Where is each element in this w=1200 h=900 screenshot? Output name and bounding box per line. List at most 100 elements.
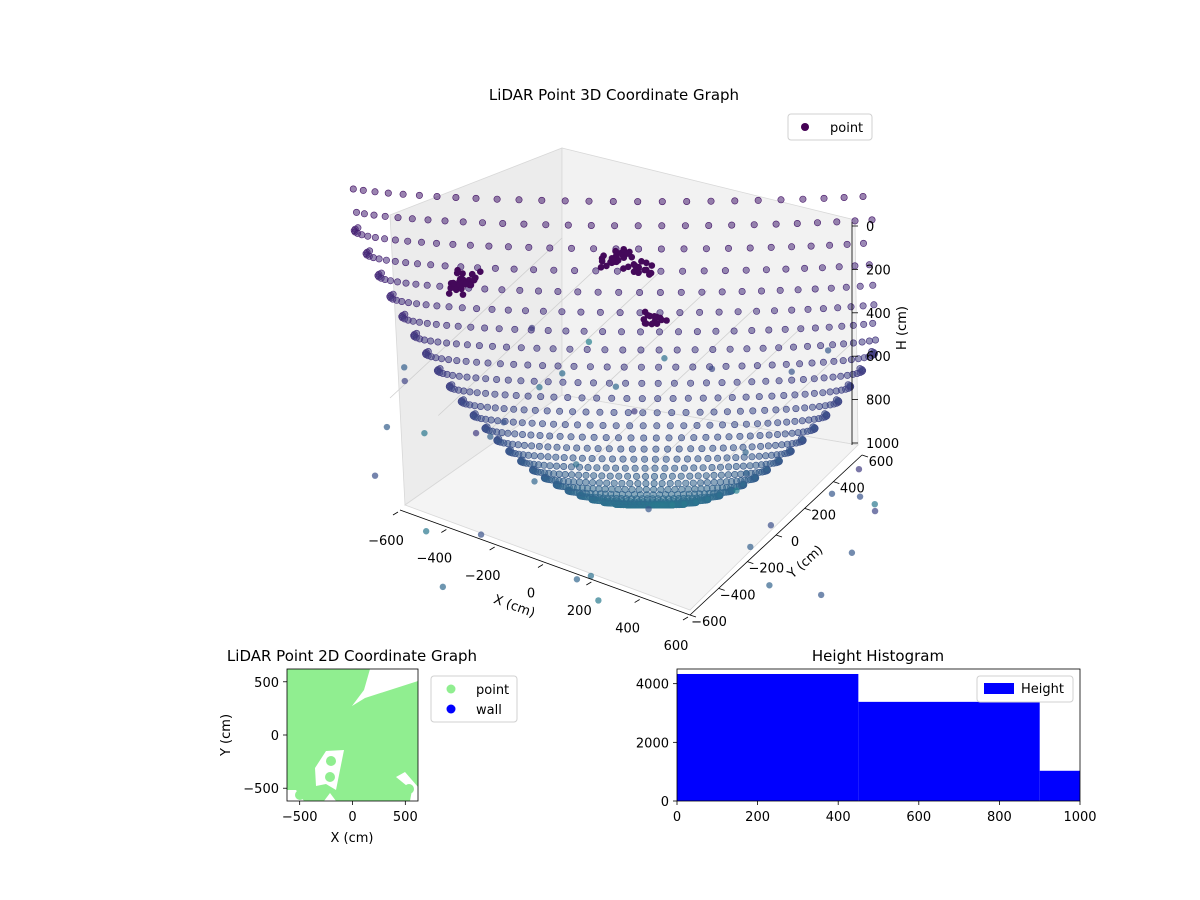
point-3d [601, 485, 609, 493]
point-3d [742, 420, 750, 428]
chart-2d: LiDAR Point 2D Coordinate Graph −500 0 500… [219, 647, 518, 846]
point-3d [810, 389, 818, 397]
point-3d [694, 472, 702, 480]
point-3d [738, 287, 746, 295]
point-3d [809, 423, 817, 431]
point-3d [569, 454, 577, 462]
point-3d [631, 464, 639, 472]
point-3d [755, 452, 763, 460]
point-3d [512, 391, 520, 399]
y-tick-hist: 0 [661, 795, 669, 810]
point-3d [491, 264, 499, 272]
point-3d [510, 265, 518, 273]
point-3d [842, 283, 850, 291]
point-3d [371, 188, 379, 196]
point-3d [349, 185, 357, 193]
point-3d [576, 478, 584, 486]
point-3d [652, 445, 660, 453]
point-3d [651, 464, 659, 472]
point-3d [684, 394, 692, 402]
point-3d [432, 354, 440, 362]
point-3d [671, 464, 679, 472]
point-3d [520, 441, 528, 449]
point-3d [757, 442, 765, 450]
point-3d [677, 472, 685, 480]
point-3d-stray [559, 370, 566, 377]
point-3d [562, 327, 570, 335]
y-tick-3d: 400 [840, 482, 865, 497]
point-3d [594, 288, 602, 296]
point-3d [553, 443, 561, 451]
point-3d [777, 196, 785, 204]
point-3d [614, 485, 622, 493]
point-3d [702, 379, 710, 387]
point-3d-cluster [459, 270, 466, 277]
point-3d [570, 362, 578, 370]
point-3d [502, 343, 510, 351]
point-3d [586, 363, 594, 371]
point-3d [432, 239, 440, 247]
z-tick-3d: 400 [866, 307, 891, 322]
point-3d [584, 463, 592, 471]
point-3d [634, 479, 642, 487]
point-3d [535, 442, 543, 450]
point-3d [793, 220, 801, 228]
point-3d [445, 356, 453, 364]
point-3d [639, 409, 647, 417]
point-3d [829, 341, 837, 349]
point-3d [566, 345, 574, 353]
point-3d [613, 267, 621, 275]
z-tick-3d: 800 [866, 394, 891, 409]
point-3d [550, 393, 558, 401]
point-3d [847, 303, 855, 311]
point-3d [706, 421, 714, 429]
point-3d [707, 197, 715, 205]
point-3d [561, 470, 569, 478]
legend-3d: point [787, 113, 873, 141]
point-3d [628, 445, 636, 453]
point-3d [690, 434, 698, 442]
point-3d [702, 433, 710, 441]
point-3d [384, 189, 392, 197]
point-3d [550, 266, 558, 274]
point-3d [657, 267, 665, 275]
point-3d [610, 479, 618, 487]
point-3d [700, 267, 708, 275]
point-3d [619, 346, 627, 354]
point-3d [617, 445, 625, 453]
point-3d [481, 324, 489, 332]
point-3d [466, 241, 474, 249]
point-3d [749, 407, 757, 415]
point-3d [742, 266, 750, 274]
point-3d [794, 286, 802, 294]
point-3d [702, 472, 710, 480]
point-3d [710, 471, 718, 479]
point-3d [791, 417, 799, 425]
point-3d [638, 379, 646, 387]
point-3d [655, 328, 663, 336]
point-3d [594, 445, 602, 453]
point-3d [628, 486, 636, 494]
point-3d [768, 392, 776, 400]
point-3d [491, 404, 499, 412]
point-3d [582, 471, 590, 479]
point-3d [412, 280, 420, 288]
point-3d [596, 408, 604, 416]
point-3d [589, 485, 597, 493]
point-3d [536, 431, 544, 439]
point-3d [810, 375, 818, 383]
point-3d [674, 328, 682, 336]
point-3d [621, 464, 629, 472]
point-3d [616, 309, 624, 317]
point-3d [438, 355, 446, 363]
point-3d [639, 422, 647, 430]
point-3d [714, 394, 722, 402]
point-3d [445, 303, 453, 311]
point-3d [714, 433, 722, 441]
point-3d [510, 360, 518, 368]
point-3d [546, 244, 554, 252]
point-3d [819, 358, 827, 366]
point-3d [478, 219, 486, 227]
point-3d [500, 405, 508, 413]
point-3d [602, 464, 610, 472]
